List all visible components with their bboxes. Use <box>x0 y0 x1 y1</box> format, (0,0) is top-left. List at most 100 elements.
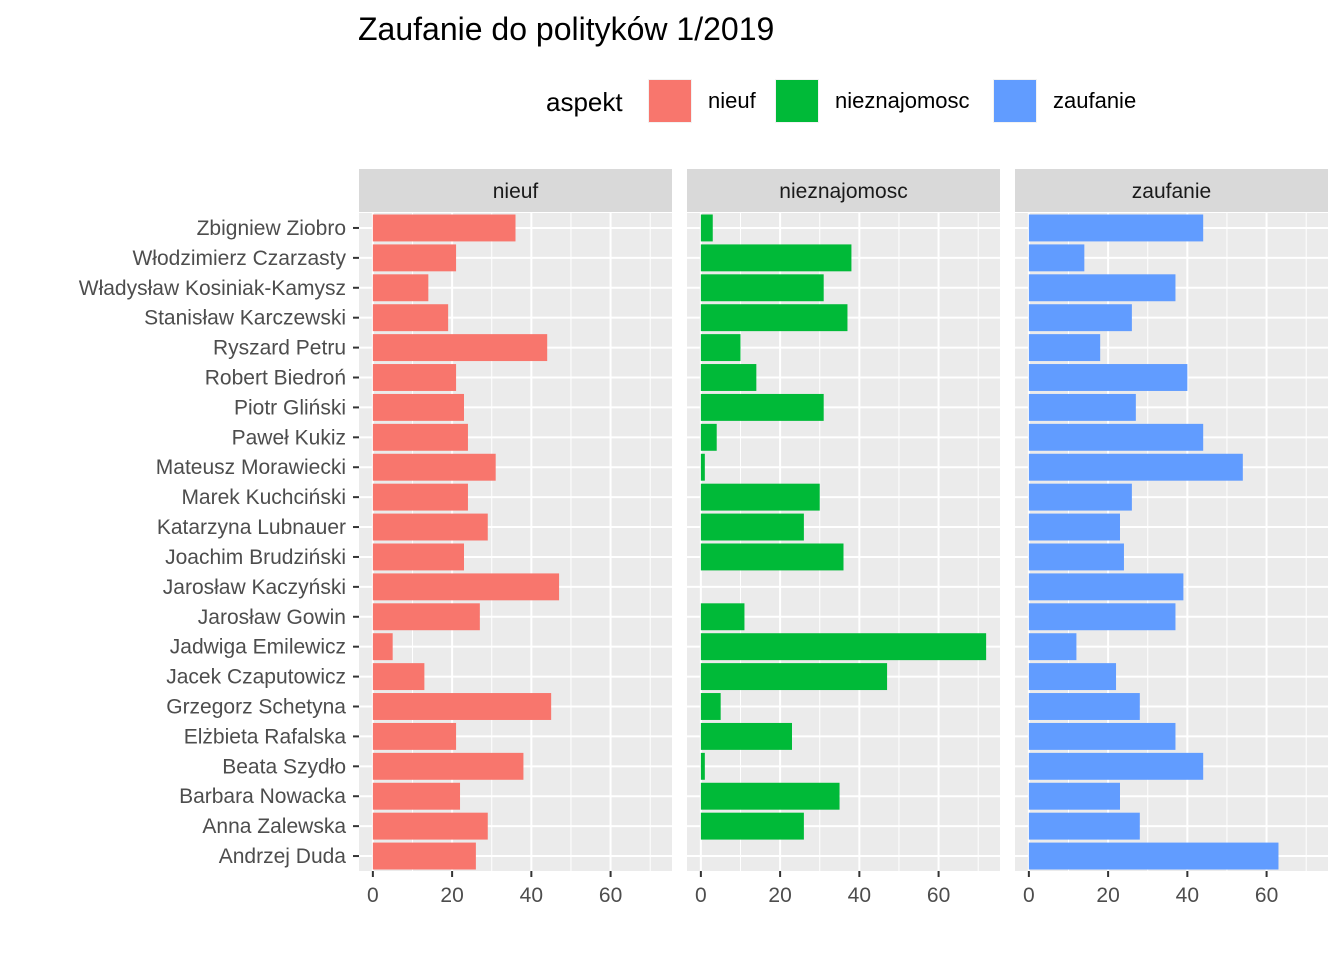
y-tick-label: Andrzej Duda <box>219 845 347 868</box>
bar-nieuf-5 <box>372 334 548 362</box>
bar-nieuf-21 <box>372 812 488 840</box>
bar-nieznajomosc-6 <box>700 364 757 391</box>
bar-nieuf-19 <box>372 752 524 780</box>
y-axis: Zbigniew Ziobro Włodzimierz Czarzasty Wład… <box>79 217 359 868</box>
bar-zaufanie-11 <box>1028 513 1120 541</box>
bar-zaufanie-7 <box>1028 393 1136 421</box>
facet-strip <box>687 169 1000 212</box>
bar-zaufanie-21 <box>1028 812 1140 840</box>
y-tick-label: Anna Zalewska <box>202 815 346 838</box>
y-tick-label: Robert Biedroń <box>205 367 346 390</box>
chart-title: Zaufanie do polityków 1/2019 <box>358 11 774 47</box>
bar-nieznajomosc-20 <box>700 782 840 810</box>
bar-zaufanie-18 <box>1028 722 1176 750</box>
y-tick-label: Jadwiga Emilewicz <box>170 636 346 659</box>
bar-zaufanie-16 <box>1028 663 1117 691</box>
bar-nieznajomosc-19 <box>700 752 705 780</box>
bar-nieznajomosc-17 <box>700 693 721 720</box>
legend-label-zaufanie: zaufanie <box>1053 88 1136 113</box>
legend-label-nieznajomosc: nieznajomosc <box>835 88 970 113</box>
bar-zaufanie-5 <box>1028 334 1101 362</box>
y-tick-label: Beata Szydło <box>222 755 346 778</box>
y-tick-label: Elżbieta Rafalska <box>184 725 347 748</box>
x-tick-label: 20 <box>1096 884 1119 907</box>
bar-nieznajomosc-16 <box>700 663 888 691</box>
x-tick-label: 20 <box>440 884 463 907</box>
bar-zaufanie-9 <box>1028 453 1243 481</box>
bar-nieuf-17 <box>372 693 552 720</box>
y-tick-label: Ryszard Petru <box>213 337 346 360</box>
bar-nieuf-22 <box>372 842 476 870</box>
bar-nieznajomosc-15 <box>700 633 987 661</box>
bar-nieznajomosc-2 <box>700 244 852 272</box>
y-tick-label: Piotr Gliński <box>234 396 346 419</box>
y-tick-label: Barbara Nowacka <box>179 785 346 808</box>
bar-nieznajomosc-14 <box>700 603 745 631</box>
bar-zaufanie-4 <box>1028 304 1132 332</box>
bar-nieuf-6 <box>372 364 457 391</box>
x-tick-label: 0 <box>695 884 707 907</box>
y-tick-label: Jacek Czaputowicz <box>166 666 346 689</box>
y-tick-label: Paweł Kukiz <box>232 426 346 449</box>
bar-zaufanie-12 <box>1028 543 1124 571</box>
bar-nieuf-20 <box>372 782 461 810</box>
bar-zaufanie-20 <box>1028 782 1120 810</box>
bar-zaufanie-19 <box>1028 752 1204 780</box>
bar-nieznajomosc-12 <box>700 543 844 571</box>
bar-nieuf-18 <box>372 722 457 750</box>
legend-title: aspekt <box>546 87 623 117</box>
y-tick-label: Grzegorz Schetyna <box>166 696 346 719</box>
legend-label-nieuf: nieuf <box>708 88 757 113</box>
bar-nieznajomosc-1 <box>700 214 713 242</box>
panel-nieznajomosc: nieznajomosc 0 20 40 60 <box>687 169 1000 907</box>
bar-zaufanie-1 <box>1028 214 1204 242</box>
bar-nieuf-4 <box>372 304 449 332</box>
bar-zaufanie-6 <box>1028 364 1188 391</box>
facet-strip <box>359 169 672 212</box>
x-tick-label: 0 <box>1023 884 1035 907</box>
y-tick-label: Włodzimierz Czarzasty <box>132 247 346 270</box>
x-tick-label: 60 <box>927 884 950 907</box>
bar-nieznajomosc-10 <box>700 483 820 511</box>
y-tick-label: Stanisław Karczewski <box>144 307 346 330</box>
y-tick-label: Jarosław Kaczyński <box>163 576 346 599</box>
bar-zaufanie-8 <box>1028 423 1204 451</box>
bar-nieuf-9 <box>372 453 496 481</box>
x-tick-label: 20 <box>768 884 791 907</box>
y-tick-label: Katarzyna Lubnauer <box>157 516 346 539</box>
y-tick-label: Marek Kuchciński <box>181 486 346 509</box>
panel-nieuf: nieuf 0 20 40 60 <box>359 169 672 907</box>
legend-swatch-zaufanie <box>994 80 1036 122</box>
bar-nieuf-7 <box>372 393 464 421</box>
bar-nieuf-3 <box>372 274 429 302</box>
bar-nieznajomosc-3 <box>700 274 824 302</box>
bar-nieuf-1 <box>372 214 516 242</box>
bar-nieuf-14 <box>372 603 480 631</box>
bar-nieuf-11 <box>372 513 488 541</box>
x-tick-label: 0 <box>367 884 379 907</box>
bar-zaufanie-3 <box>1028 274 1176 302</box>
y-tick-label: Władysław Kosiniak-Kamysz <box>79 277 346 300</box>
bar-zaufanie-14 <box>1028 603 1176 631</box>
bar-nieznajomosc-8 <box>700 423 717 451</box>
x-tick-label: 60 <box>1255 884 1278 907</box>
bar-nieznajomosc-18 <box>700 722 792 750</box>
bar-nieznajomosc-9 <box>700 453 705 481</box>
facet-strip-label: nieznajomosc <box>779 180 907 203</box>
legend: aspekt nieuf nieznajomosc zaufanie <box>546 79 1136 123</box>
bar-nieznajomosc-21 <box>700 812 804 840</box>
bar-nieuf-12 <box>372 543 464 571</box>
bar-nieuf-16 <box>372 663 425 691</box>
x-tick-label: 40 <box>520 884 543 907</box>
y-tick-label: Jarosław Gowin <box>198 606 346 629</box>
bar-nieuf-8 <box>372 423 468 451</box>
bar-nieznajomosc-11 <box>700 513 804 541</box>
bar-nieznajomosc-4 <box>700 304 848 332</box>
bar-nieuf-15 <box>372 633 393 661</box>
facet-strip <box>1015 169 1328 212</box>
bar-zaufanie-15 <box>1028 633 1077 661</box>
legend-swatch-nieuf <box>649 80 691 122</box>
y-tick-label: Zbigniew Ziobro <box>197 217 346 240</box>
facet-strip-label: nieuf <box>493 180 539 203</box>
